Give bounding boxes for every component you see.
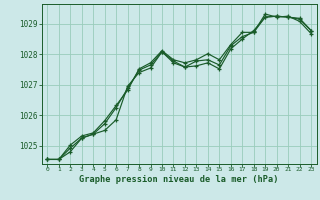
X-axis label: Graphe pression niveau de la mer (hPa): Graphe pression niveau de la mer (hPa) bbox=[79, 175, 279, 184]
